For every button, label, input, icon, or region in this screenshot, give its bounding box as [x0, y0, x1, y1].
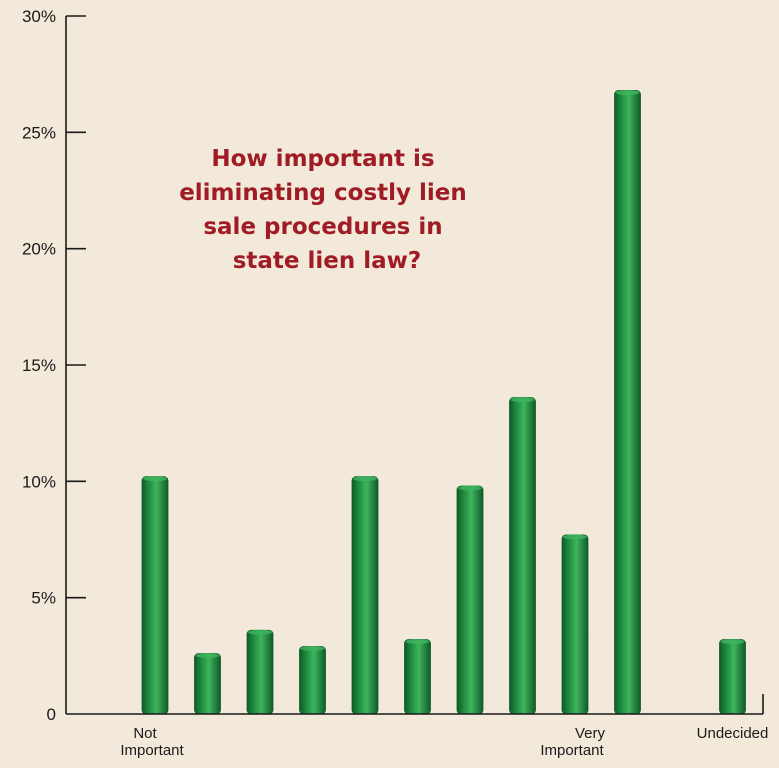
bar-cap [615, 89, 640, 95]
bar-cap [405, 639, 430, 645]
x-category-label-line: Very [575, 725, 606, 742]
bar-body [614, 90, 641, 715]
y-tick-label: 25% [22, 123, 56, 142]
bar [561, 534, 589, 715]
bar-cap [143, 476, 167, 482]
y-axis-ticks: 0 5% 10% 15% 20% 25% 30% [22, 7, 86, 724]
bar-cap [510, 397, 535, 403]
bar-body [194, 653, 221, 715]
chart-title-line-2: eliminating costly lien [179, 180, 467, 206]
bar-cap [563, 534, 587, 540]
y-tick-label: 5% [31, 589, 56, 608]
bar-cap [248, 629, 272, 635]
bar-body [246, 629, 274, 715]
bar-body [351, 476, 379, 715]
bar [299, 646, 326, 715]
y-tick-label: 10% [22, 472, 56, 491]
y-tick-label: 15% [22, 356, 56, 375]
bar [351, 476, 379, 715]
bar [719, 639, 746, 715]
x-category-label-line: Undecided [697, 725, 769, 742]
bar-cap [195, 653, 220, 659]
bar [194, 653, 221, 715]
bar-cap [300, 646, 325, 652]
chart-title: How important is eliminating costly lien… [179, 146, 475, 274]
y-tick-label: 30% [22, 7, 56, 26]
bar-body [719, 639, 746, 715]
x-category-label-line: Important [540, 742, 604, 759]
chart-title-line-1: How important is [211, 146, 434, 172]
bar-body [456, 485, 484, 715]
bar [141, 476, 169, 715]
bar-body [141, 476, 169, 715]
bar [509, 397, 536, 715]
chart-title-line-3: sale procedures in [203, 214, 442, 240]
bar-cap [458, 485, 482, 491]
bar-body [404, 639, 431, 715]
bar-body [509, 397, 536, 715]
bar-cap [353, 476, 377, 482]
y-tick-label: 20% [22, 240, 56, 259]
x-category-label: Undecided [697, 725, 769, 742]
bar-body [561, 534, 589, 715]
y-tick-label: 0 [47, 705, 56, 724]
bar [614, 89, 641, 715]
bar-cap [720, 639, 745, 645]
bar [456, 485, 484, 715]
bar-body [299, 646, 326, 715]
x-category-label: Very Important [540, 725, 605, 759]
bar [246, 629, 274, 715]
x-category-label-line: Important [120, 742, 184, 759]
x-category-label: Not Important [120, 725, 184, 759]
chart-title-line-4: state lien law? [233, 248, 422, 274]
x-category-label-line: Not [133, 725, 157, 742]
bar [404, 639, 431, 715]
